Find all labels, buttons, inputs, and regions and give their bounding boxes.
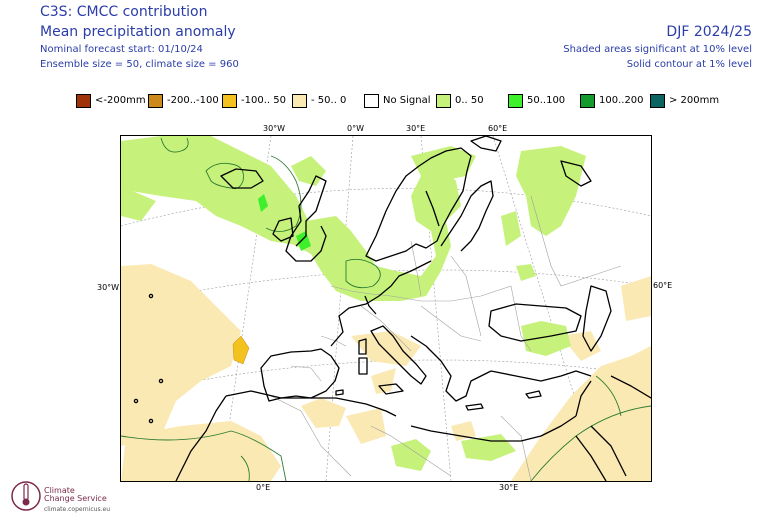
legend-label: <-200mm (95, 95, 146, 106)
season-period: DJF 2024/25 (666, 24, 752, 40)
legend-label: -100.. 50 (241, 95, 286, 106)
legend-label: 100..200 (599, 95, 644, 106)
legend-label: -200..-100 (167, 95, 219, 106)
legend-swatch (222, 94, 237, 108)
map-title: C3S: CMCC contribution (40, 4, 208, 20)
legend-swatch (580, 94, 595, 108)
lat-label-left: 30°W (97, 283, 120, 292)
dry-moderate-areas (232, 335, 250, 365)
wet-moderate-areas (258, 194, 311, 251)
legend-label: 0.. 50 (455, 95, 484, 106)
dry-anomaly-areas (121, 264, 651, 481)
significance-contour-note: Solid contour at 1% level (626, 59, 752, 70)
lon-label-top: 60°E (488, 124, 508, 133)
ensemble-size-text: Ensemble size = 50, climate size = 960 (40, 59, 239, 70)
map-canvas (121, 136, 651, 481)
legend-swatch (650, 94, 665, 108)
legend-swatch (148, 94, 163, 108)
country-borders (270, 195, 622, 481)
wet-anomaly-areas (121, 136, 586, 471)
anomaly-map (120, 135, 652, 482)
forecast-start-text: Nominal forecast start: 01/10/24 (40, 44, 203, 55)
legend-swatch (364, 94, 379, 108)
legend-swatch (508, 94, 523, 108)
logo-url: climate.copernicus.eu (44, 506, 111, 513)
coastlines (133, 136, 651, 481)
lon-label-top: 30°E (406, 124, 426, 133)
lon-label-bottom: 0°E (256, 483, 271, 492)
lon-label-top: 0°W (347, 124, 364, 133)
legend-label: No Signal (383, 95, 431, 106)
lon-label-bottom: 30°E (499, 483, 519, 492)
logo-line1: Climate (44, 486, 75, 495)
logo-thermometer-icon (11, 481, 41, 511)
lat-label-right: 60°E (653, 281, 673, 290)
logo-line2: Change Service (44, 494, 107, 503)
significance-shaded-note: Shaded areas significant at 10% level (563, 44, 752, 55)
legend-swatch (436, 94, 451, 108)
c3s-logo (11, 481, 41, 511)
legend-label: - 50.. 0 (311, 95, 347, 106)
legend-label: > 200mm (669, 95, 720, 106)
lon-label-top: 30°W (263, 124, 286, 133)
legend-swatch (292, 94, 307, 108)
map-subtitle: Mean precipitation anomaly (40, 24, 236, 40)
legend-label: 50..100 (527, 95, 566, 106)
legend-swatch (76, 94, 91, 108)
